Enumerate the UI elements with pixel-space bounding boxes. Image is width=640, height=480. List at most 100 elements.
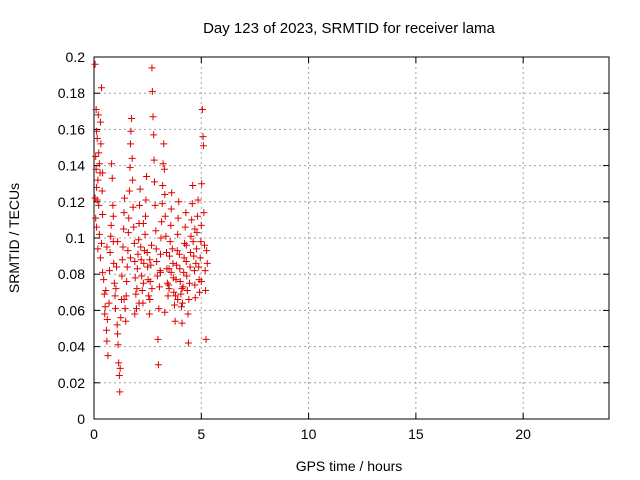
data-point	[107, 221, 115, 229]
data-point	[98, 84, 106, 92]
data-point	[202, 286, 210, 294]
data-point	[187, 248, 195, 256]
data-point	[148, 285, 156, 293]
data-point	[159, 182, 167, 190]
data-point	[126, 254, 134, 262]
data-point	[134, 250, 142, 258]
data-point	[120, 296, 128, 304]
data-point	[93, 134, 101, 142]
data-point	[160, 165, 168, 173]
data-point	[135, 236, 143, 244]
data-point	[108, 174, 116, 182]
x-tick-label: 20	[515, 426, 531, 442]
data-point	[190, 267, 198, 275]
data-point	[191, 281, 199, 289]
data-point	[198, 105, 206, 113]
data-point	[147, 261, 155, 269]
data-point	[169, 259, 177, 267]
data-point	[92, 153, 100, 161]
data-point	[102, 286, 110, 294]
data-point	[193, 245, 201, 253]
data-point	[192, 259, 200, 267]
data-point	[190, 252, 198, 260]
data-point	[92, 214, 100, 222]
data-point	[95, 149, 103, 157]
data-point	[203, 259, 211, 267]
data-point	[146, 277, 154, 285]
data-point	[138, 286, 146, 294]
data-point	[174, 230, 182, 238]
data-point	[135, 201, 143, 209]
data-point	[200, 209, 208, 217]
data-point	[141, 230, 149, 238]
x-axis-label: GPS time / hours	[296, 458, 403, 474]
data-point	[125, 187, 133, 195]
data-points	[91, 60, 211, 396]
data-point	[96, 118, 104, 126]
data-point	[107, 232, 115, 240]
data-point	[92, 165, 100, 173]
data-point	[133, 265, 141, 273]
data-point	[105, 299, 113, 307]
data-point	[168, 245, 176, 253]
data-point	[120, 209, 128, 217]
data-point	[119, 243, 127, 251]
data-point	[171, 317, 179, 325]
data-point	[129, 203, 137, 211]
data-point	[164, 292, 172, 300]
data-point	[193, 212, 201, 220]
data-point	[97, 140, 105, 148]
data-point	[201, 267, 209, 275]
data-point	[188, 200, 196, 208]
data-point	[124, 247, 132, 255]
data-point	[103, 337, 111, 345]
data-point	[178, 285, 186, 293]
data-point	[130, 223, 138, 231]
data-point	[122, 317, 130, 325]
data-point	[114, 238, 122, 246]
data-point	[146, 256, 154, 264]
data-point	[113, 263, 121, 271]
data-point	[123, 263, 131, 271]
data-point	[182, 258, 190, 266]
data-point	[161, 191, 169, 199]
data-point	[152, 245, 160, 253]
data-point	[116, 364, 124, 372]
data-point	[172, 292, 180, 300]
data-point	[158, 200, 166, 208]
data-point	[109, 201, 117, 209]
data-point	[99, 210, 107, 218]
data-point	[162, 232, 170, 240]
data-point	[176, 277, 184, 285]
data-point	[185, 279, 193, 287]
data-point	[194, 196, 202, 204]
data-point	[167, 221, 175, 229]
data-point	[114, 341, 122, 349]
data-point	[159, 160, 167, 168]
data-point	[110, 259, 118, 267]
data-point	[158, 218, 166, 226]
y-tick-label: 0.18	[58, 85, 85, 101]
data-point	[174, 214, 182, 222]
data-point	[166, 252, 174, 260]
y-axis-label: SRMTID / TECUs	[6, 183, 22, 293]
plot-frame	[93, 56, 610, 420]
data-point	[149, 113, 157, 121]
data-point	[196, 288, 204, 296]
data-point	[95, 160, 103, 168]
data-point	[142, 212, 149, 220]
data-point	[157, 234, 165, 242]
data-point	[146, 296, 154, 304]
data-point	[163, 279, 171, 287]
data-point	[155, 305, 163, 313]
data-point	[99, 268, 107, 276]
data-point	[178, 319, 186, 327]
data-point	[131, 310, 139, 318]
data-point	[185, 296, 193, 304]
data-point	[98, 239, 106, 247]
y-tick-label: 0.04	[58, 339, 85, 355]
data-point	[102, 326, 110, 334]
data-point	[130, 239, 138, 247]
data-point	[120, 225, 128, 233]
data-point	[202, 335, 210, 343]
